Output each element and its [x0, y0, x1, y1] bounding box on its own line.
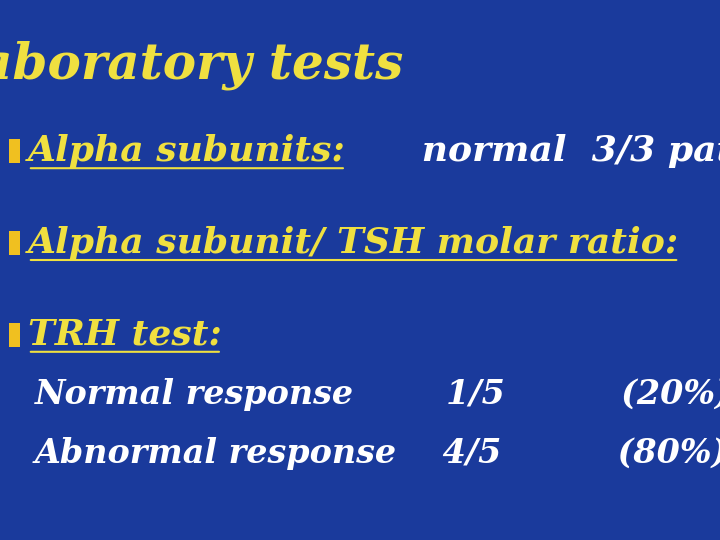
Text: Alpha subunit/ TSH molar ratio:       normal: Alpha subunit/ TSH molar ratio: normal [28, 226, 720, 260]
Text: normal: normal [679, 226, 720, 260]
FancyBboxPatch shape [9, 139, 20, 163]
Text: Alpha subunits:: Alpha subunits: [28, 134, 346, 168]
Text: normal  3/3 patients: normal 3/3 patients [346, 134, 720, 168]
Text: Alpha subunit/ TSH molar ratio:: Alpha subunit/ TSH molar ratio: [28, 226, 679, 260]
FancyBboxPatch shape [9, 231, 20, 255]
Text: Normal response        1/5          (20%): Normal response 1/5 (20%) [35, 377, 720, 411]
Text: Abnormal response    4/5          (80%): Abnormal response 4/5 (80%) [35, 437, 720, 470]
Text: Alpha subunits:      normal  3/3 patients: Alpha subunits: normal 3/3 patients [28, 134, 720, 168]
Text: TRH test:: TRH test: [28, 318, 222, 352]
Text: Laboratory tests: Laboratory tests [0, 40, 404, 90]
FancyBboxPatch shape [9, 323, 20, 347]
